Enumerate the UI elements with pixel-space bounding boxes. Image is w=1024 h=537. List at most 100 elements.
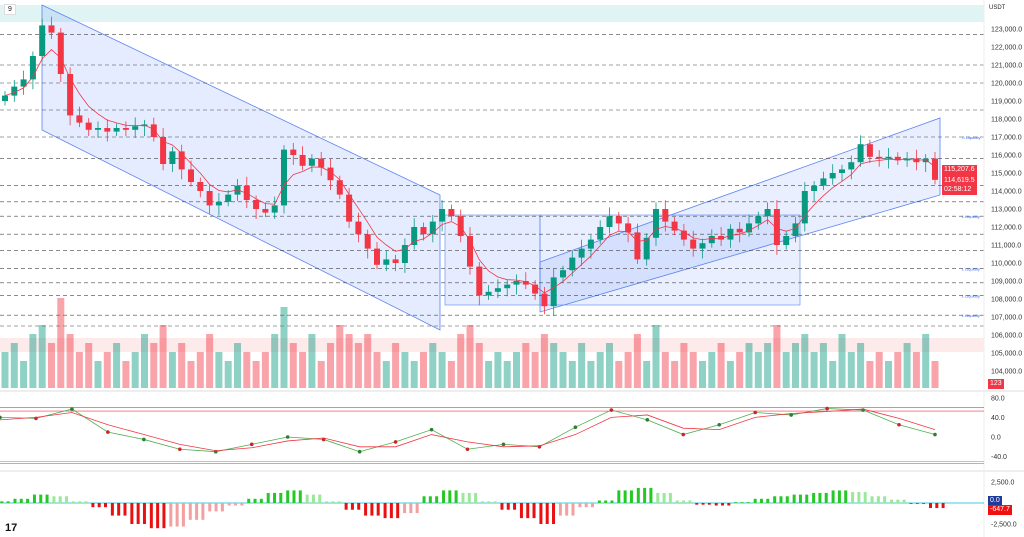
candle-body (932, 158, 938, 180)
price-tick: 114,000.0 (991, 189, 1022, 196)
macd-bar (350, 503, 354, 510)
volume-bar (866, 361, 874, 388)
macd-bar (201, 503, 205, 520)
candle-body (671, 221, 678, 231)
macd-bar (844, 490, 848, 503)
cross-marker (573, 425, 578, 430)
macd-bar (526, 503, 530, 519)
volume-bar (364, 334, 372, 388)
candle-body (364, 234, 371, 249)
candle-body (11, 86, 18, 96)
tradingview-logo[interactable]: 17 (5, 522, 18, 534)
candle-body (922, 158, 929, 163)
volume-bar (745, 343, 753, 388)
macd-bar (539, 503, 543, 524)
macd-bar (409, 503, 413, 514)
macd-bar (636, 487, 640, 503)
candle-body (746, 223, 752, 233)
macd-bar (234, 503, 238, 506)
cross-marker (106, 430, 110, 434)
macd-bar (383, 503, 387, 519)
candle-body (811, 185, 818, 191)
macd-bar (169, 503, 173, 527)
volume-bar (392, 343, 400, 388)
macd-bar (311, 494, 315, 503)
macd-bar (227, 503, 231, 506)
volume-bar (1, 352, 9, 388)
macd-tick: -2,500.0 (991, 522, 1017, 529)
macd-bar (734, 502, 738, 503)
cross-marker (501, 442, 506, 447)
volume-bar (382, 361, 390, 388)
macd-bar (103, 503, 107, 508)
candle-body (848, 162, 855, 170)
candle-body (522, 281, 529, 285)
candle-body (318, 158, 325, 168)
macd-bar (746, 502, 750, 503)
volume-bar (531, 352, 539, 388)
macd-bar (662, 492, 666, 503)
osc-tick: -40.0 (991, 454, 1007, 461)
volume-bar (38, 325, 46, 388)
cross-marker (178, 447, 182, 452)
candle-body (39, 25, 46, 56)
macd-bar (123, 503, 127, 516)
macd-bar (785, 496, 789, 503)
candle-body (197, 182, 204, 191)
cross-marker (142, 437, 146, 442)
ema-line (4, 49, 936, 294)
macd-bar (565, 503, 569, 516)
macd-bar (766, 498, 770, 503)
macd-bar (837, 490, 841, 503)
volume-tag: 123 (988, 379, 1004, 389)
candle-body (253, 200, 260, 209)
volume-bar (671, 361, 679, 388)
volume-bar (513, 352, 520, 388)
macd-bar (142, 503, 146, 524)
price-tick: 115,000.0 (991, 171, 1022, 178)
candle-body (718, 236, 725, 240)
macd-bar (805, 494, 809, 503)
candle-body (243, 185, 250, 200)
price-tick: 104,000.0 (991, 369, 1022, 376)
volume-bar (354, 343, 362, 388)
volume-bar (420, 352, 427, 388)
candle-body (401, 245, 408, 263)
volume-bar (689, 352, 697, 388)
macd-bar (643, 487, 647, 503)
candle-body (727, 228, 734, 240)
volume-bar (782, 352, 790, 388)
volume-bar (159, 325, 167, 388)
macd-bar (506, 503, 510, 510)
candle-body (2, 95, 8, 101)
macd-bar (130, 503, 134, 524)
candle-body (67, 74, 74, 116)
candle-body (132, 126, 139, 130)
osc-tick: 80.0 (991, 395, 1005, 402)
price-tick: 105,000.0 (991, 351, 1022, 358)
cross-marker (645, 418, 650, 422)
macd-bar (610, 500, 614, 503)
cross-marker (393, 440, 398, 444)
macd-bar (824, 492, 828, 503)
candle-body (597, 227, 604, 240)
macd-bar (376, 503, 380, 516)
cross-marker (249, 442, 254, 447)
volume-bar (550, 343, 558, 388)
macd-bar (298, 490, 302, 503)
price-tick: 112,000.0 (991, 225, 1022, 232)
macd-bar (695, 503, 699, 505)
volume-bar (252, 361, 260, 388)
candle-body (866, 144, 873, 157)
macd-bar (753, 498, 757, 503)
volume-bar (801, 334, 809, 388)
macd-bar (344, 503, 348, 510)
macd-bar (629, 490, 633, 503)
candle-body (625, 223, 632, 233)
currency-selector[interactable]: USDT (989, 5, 1006, 11)
symbol-interval-button[interactable]: 9 (4, 4, 16, 15)
candle-body (411, 227, 418, 245)
macd-bar (545, 503, 549, 524)
candle-body (374, 248, 380, 265)
